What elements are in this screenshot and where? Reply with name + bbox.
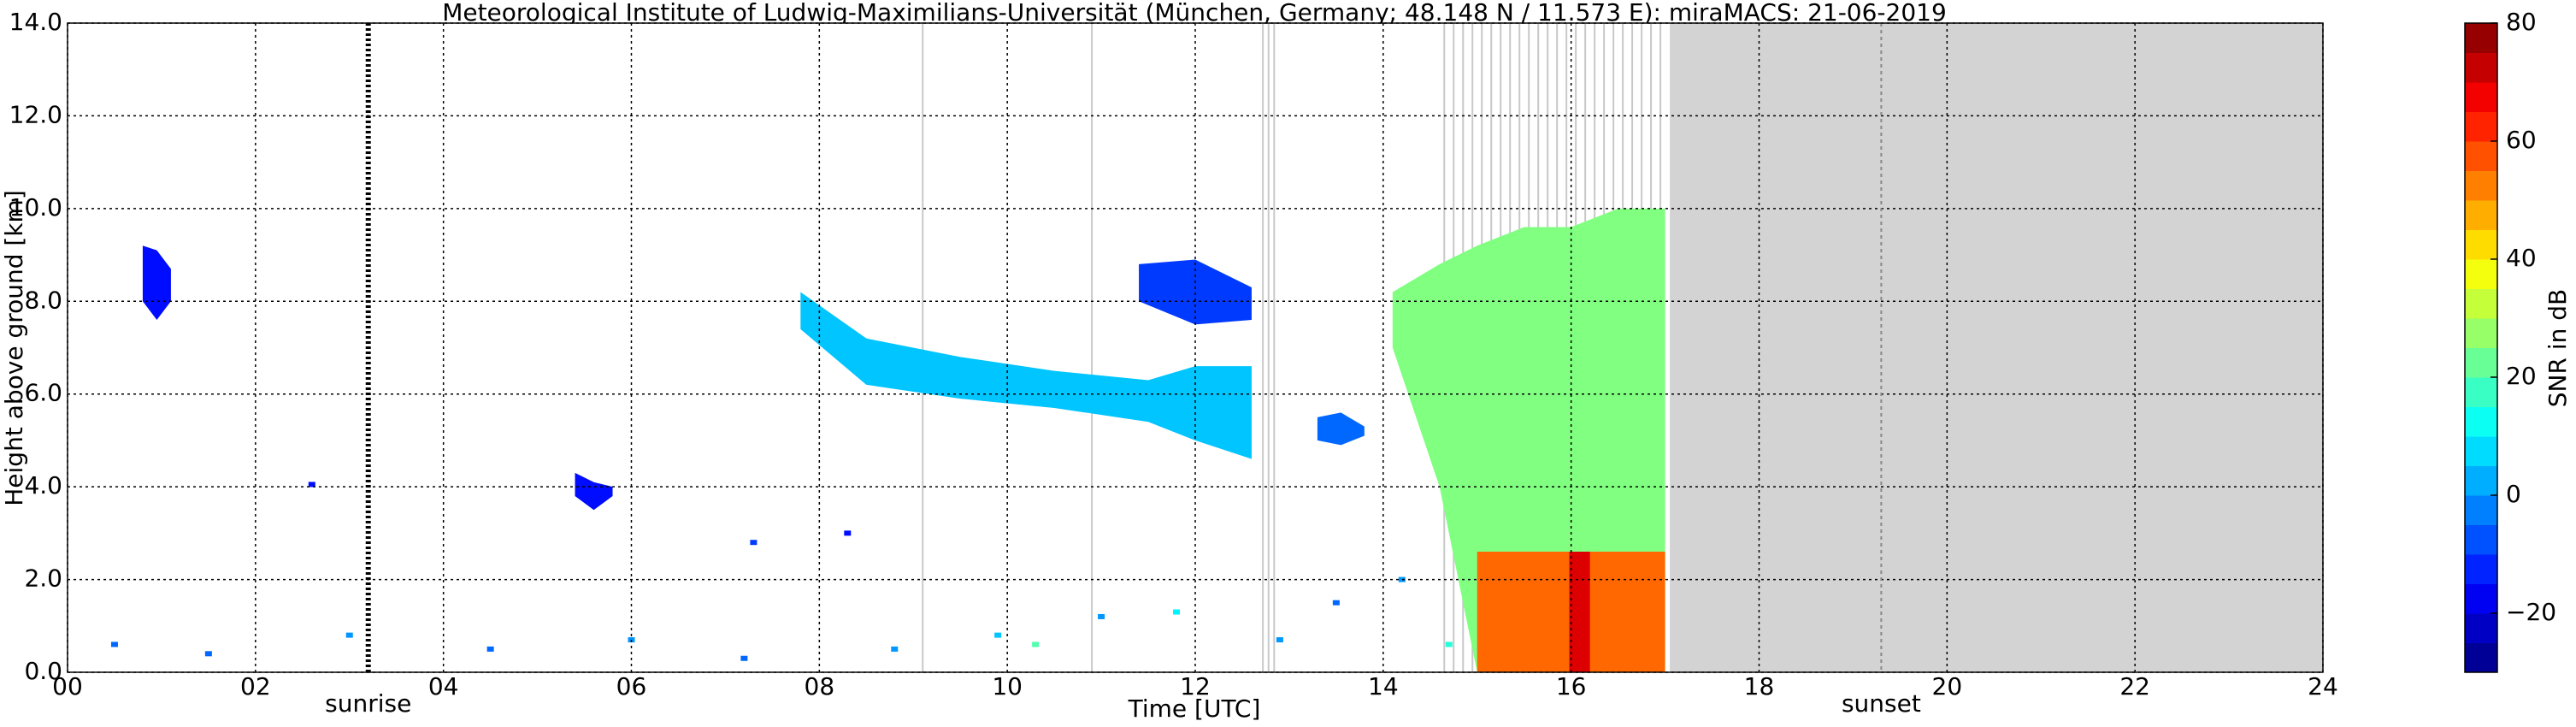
x-tick-label: 04 <box>428 672 459 700</box>
echo <box>1317 412 1365 446</box>
echo <box>800 292 1252 459</box>
colorbar-tick-label: 20 <box>2506 362 2537 390</box>
clutter-echo <box>204 651 212 657</box>
y-tick-label: 6.0 <box>24 379 62 407</box>
colorbar-step <box>2465 229 2497 260</box>
clutter-echo <box>994 632 1002 638</box>
clutter-echo <box>1032 641 1040 647</box>
x-tick-label: 18 <box>1744 672 1775 700</box>
clutter-echo <box>1398 576 1406 582</box>
annotation: sunset <box>1842 689 1921 718</box>
colorbar-step <box>2465 524 2497 555</box>
plot-frame <box>67 22 2324 673</box>
colorbar-step <box>2465 495 2497 525</box>
y-tick-label: 8.0 <box>24 286 62 314</box>
clutter-echo <box>1332 600 1340 606</box>
colorbar-tick-label: 60 <box>2506 126 2537 154</box>
colorbar-tick-label: 80 <box>2506 8 2537 36</box>
x-tick-label: 22 <box>2119 672 2150 700</box>
colorbar-step <box>2465 613 2497 643</box>
colorbar-step <box>2465 200 2497 230</box>
x-tick-label: 00 <box>52 672 83 700</box>
x-tick-label: 12 <box>1180 672 1211 700</box>
y-tick-label: 12.0 <box>9 100 62 128</box>
clutter-echo <box>750 540 757 546</box>
x-tick-label: 16 <box>1556 672 1587 700</box>
colorbar-step <box>2465 288 2497 319</box>
annotation: sunrise <box>325 689 411 718</box>
echo <box>575 472 613 511</box>
y-tick-label: 2.0 <box>24 564 62 593</box>
clutter-echo <box>1098 613 1105 619</box>
y-axis-label: Height above ground [km] <box>0 190 28 506</box>
x-tick-label: 24 <box>2308 672 2338 700</box>
colorbar-step <box>2465 406 2497 437</box>
clutter-echo <box>1276 637 1283 643</box>
colorbar-step <box>2465 554 2497 584</box>
y-tick-label: 10.0 <box>9 193 62 222</box>
colorbar-step <box>2465 111 2497 142</box>
echo <box>1139 259 1252 325</box>
colorbar-step <box>2465 347 2497 378</box>
x-tick-label: 14 <box>1368 672 1399 700</box>
colorbar-tick-label: −20 <box>2506 598 2556 626</box>
no-data-region <box>1670 23 2323 672</box>
colorbar-step <box>2465 642 2497 673</box>
clutter-echo <box>486 646 494 652</box>
echo <box>1569 552 1590 672</box>
clutter-echo <box>1445 641 1453 647</box>
colorbar-step <box>2465 23 2497 53</box>
colorbar-label: SNR in dB <box>2544 289 2572 407</box>
colorbar-tick-label: 0 <box>2506 480 2521 508</box>
clutter-echo <box>1173 609 1181 615</box>
colorbar-tick-label: 40 <box>2506 244 2537 272</box>
chart-title: Meteorological Institute of Ludwig-Maxim… <box>442 0 1947 27</box>
colorbar-step <box>2465 170 2497 201</box>
clutter-echo <box>110 641 118 647</box>
x-axis-label: Time [UTC] <box>1128 694 1261 723</box>
x-tick-label: 06 <box>616 672 647 700</box>
colorbar-step <box>2465 318 2497 348</box>
x-tick-label: 08 <box>805 672 835 700</box>
colorbar-step <box>2465 259 2497 289</box>
colorbar-step <box>2465 377 2497 407</box>
x-tick-label: 10 <box>992 672 1023 700</box>
y-tick-label: 0.0 <box>24 657 62 685</box>
clutter-echo <box>308 482 315 488</box>
colorbar-step <box>2465 82 2497 112</box>
colorbar-step <box>2465 465 2497 496</box>
colorbar-frame <box>2464 22 2498 673</box>
x-tick-label: 20 <box>1932 672 1963 700</box>
colorbar-step <box>2465 583 2497 614</box>
y-tick-label: 4.0 <box>24 471 62 499</box>
colorbar-step <box>2465 436 2497 466</box>
clutter-echo <box>345 632 353 638</box>
clutter-echo <box>891 646 899 652</box>
y-tick-label: 14.0 <box>9 8 62 36</box>
colorbar-step <box>2465 52 2497 83</box>
colorbar-step <box>2465 141 2497 171</box>
clutter-echo <box>844 530 852 536</box>
x-tick-label: 02 <box>240 672 271 700</box>
clutter-echo <box>740 655 748 661</box>
